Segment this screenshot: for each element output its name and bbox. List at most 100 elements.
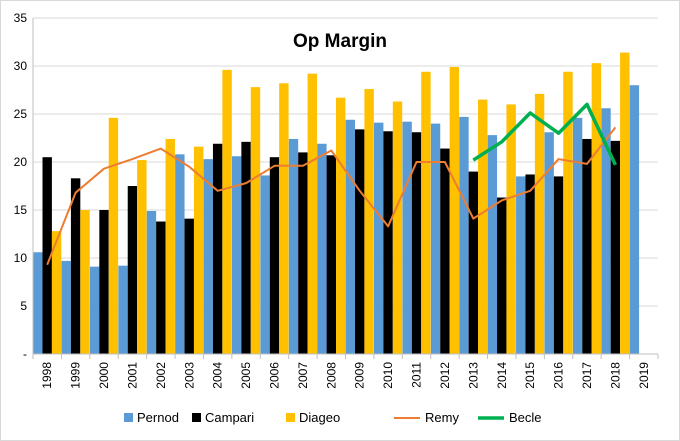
- bar-campari: [184, 218, 194, 354]
- x-tick-label: 2000: [97, 362, 111, 389]
- bar-campari: [42, 157, 52, 354]
- bar-diageo: [51, 231, 62, 354]
- x-tick-label: 2011: [410, 362, 424, 388]
- chart-title: Op Margin: [293, 31, 387, 52]
- bar-campari: [212, 143, 223, 354]
- y-tick-label: 20: [14, 155, 28, 169]
- bar-campari: [610, 140, 621, 354]
- bar-diageo: [506, 104, 516, 355]
- x-tick-label: 1998: [40, 362, 54, 389]
- bar-diageo: [563, 71, 573, 354]
- bar-pernod: [89, 266, 100, 354]
- bar-campari: [383, 131, 393, 354]
- y-tick-label: 15: [14, 203, 28, 217]
- bar-pernod: [572, 117, 583, 354]
- chart-title-background: [270, 24, 410, 54]
- y-tick-label: 10: [14, 251, 28, 265]
- x-tick-label: 2001: [125, 362, 139, 389]
- bar-pernod: [231, 156, 242, 354]
- bar-diageo: [165, 138, 175, 354]
- bar-pernod: [175, 154, 185, 354]
- bar-campari: [525, 174, 535, 354]
- axes: - 5 10 15 20 25 30 35 1998 1999 2000 2001 2002 2003 20…: [14, 11, 659, 389]
- bar-campari: [411, 132, 422, 354]
- line-remy: [46, 126, 617, 266]
- bar-pernod: [516, 176, 526, 354]
- x-tick-label: 2014: [495, 362, 509, 389]
- bar-diageo: [421, 71, 431, 354]
- legend-swatch-pernod: [124, 413, 133, 422]
- y-tick-label: 5: [20, 299, 27, 313]
- bar-campari: [582, 138, 592, 354]
- legend-swatch-campari: [192, 413, 201, 422]
- bar-diageo: [478, 99, 488, 354]
- bar-pernod: [33, 252, 43, 354]
- bar-diageo: [222, 69, 232, 354]
- legend-label-pernod: Pernod: [137, 410, 179, 425]
- bar-pernod: [203, 159, 213, 354]
- bar-campari: [440, 148, 450, 354]
- bar-pernod: [317, 143, 327, 354]
- x-tick-label: 2006: [267, 362, 281, 389]
- bar-pernod: [430, 123, 441, 354]
- legend-label-becle: Becle: [509, 410, 542, 425]
- x-tick-label: 2007: [296, 362, 310, 389]
- bar-campari: [468, 171, 479, 354]
- bar-campari: [326, 155, 336, 354]
- bar-pernod: [629, 85, 640, 354]
- bar-diageo: [193, 146, 204, 354]
- bar-pernod: [402, 121, 412, 355]
- legend-label-remy: Remy: [425, 410, 459, 425]
- bar-pernod: [345, 119, 356, 354]
- bar-diageo: [279, 83, 289, 354]
- bar-pernod: [544, 132, 554, 354]
- legend-swatch-diageo: [286, 413, 295, 422]
- bar-diageo: [108, 117, 119, 354]
- x-tick-label: 2018: [608, 362, 622, 389]
- bar-diageo: [250, 87, 261, 355]
- x-tick-label: 2005: [239, 362, 253, 389]
- bar-campari: [298, 152, 308, 354]
- bars: [33, 52, 640, 355]
- legend-label-campari: Campari: [205, 410, 254, 425]
- x-tick-label: 2019: [637, 362, 651, 389]
- bar-diageo: [335, 97, 346, 355]
- bar-pernod: [487, 135, 498, 354]
- bar-diageo: [620, 52, 630, 355]
- bar-diageo: [364, 89, 374, 354]
- x-tick-label: 2004: [211, 362, 225, 389]
- x-tick-label: 2002: [154, 362, 168, 389]
- bar-diageo: [137, 160, 147, 354]
- x-tick-label: 2010: [381, 362, 395, 389]
- bar-campari: [127, 186, 138, 354]
- bar-pernod: [146, 210, 157, 354]
- x-tick-label: 2015: [523, 362, 537, 389]
- line-becle: [472, 102, 617, 166]
- x-tick-label: 2016: [552, 362, 566, 389]
- x-tick-label: 2013: [466, 362, 480, 389]
- legend-label-diageo: Diageo: [299, 410, 340, 425]
- x-tick-label: 2012: [438, 362, 452, 389]
- x-tick-label: 2008: [324, 362, 338, 389]
- bar-pernod: [288, 138, 299, 354]
- series-lines: [46, 102, 617, 266]
- bar-diageo: [80, 210, 90, 354]
- x-tick-label: 2009: [353, 362, 367, 389]
- bar-diageo: [534, 93, 545, 354]
- bar-pernod: [459, 116, 469, 354]
- y-tick-label: 35: [14, 11, 28, 25]
- x-tick-label: 2017: [580, 362, 594, 389]
- bar-campari: [269, 157, 280, 354]
- bar-campari: [99, 210, 109, 354]
- y-tick-label: 25: [14, 107, 28, 121]
- bar-campari: [355, 129, 365, 354]
- bar-campari: [70, 178, 81, 354]
- bar-campari: [156, 221, 166, 354]
- bar-diageo: [591, 63, 602, 355]
- y-tick-label: 30: [14, 59, 28, 73]
- bar-diageo: [392, 101, 403, 355]
- bar-pernod: [61, 260, 71, 354]
- bar-pernod: [118, 265, 128, 354]
- bar-campari: [553, 176, 564, 354]
